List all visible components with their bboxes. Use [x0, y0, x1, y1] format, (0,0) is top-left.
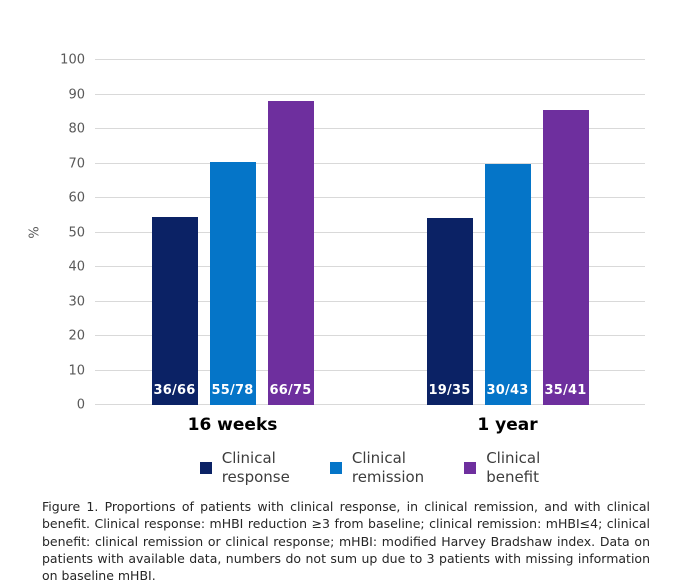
bar-clinical-response-16-weeks: 36/66 [151, 216, 198, 405]
bar-value-label: 55/78 [211, 383, 254, 398]
bar-clinical-benefit-1-year: 35/41 [542, 110, 589, 405]
legend-label-line: response [221, 467, 290, 486]
bar-value-label: 30/43 [486, 383, 529, 398]
x-category-label-1-year: 1 year [477, 415, 538, 435]
plot-area: 0 10 20 30 40 50 60 70 80 90 100 36/66 55/78 66/75 19/… [60, 54, 645, 412]
gridline [95, 162, 645, 164]
gridline [95, 128, 645, 129]
legend-label: Clinical remission [352, 449, 424, 487]
legend-item-clinical-remission: Clinical remission [329, 449, 424, 487]
gridline [95, 266, 645, 267]
bar-group-16-weeks: 36/66 55/78 66/75 [95, 60, 370, 405]
legend-label: Clinical response [222, 449, 290, 487]
legend-item-clinical-benefit: Clinical benefit [464, 449, 540, 487]
y-tick-label: 80 [68, 121, 85, 137]
legend-label: Clinical benefit [486, 449, 540, 487]
bar-value-label: 66/75 [269, 383, 312, 398]
legend-label-line: remission [351, 467, 425, 486]
gridline [95, 197, 645, 198]
bar-clinical-response-1-year: 19/35 [426, 217, 473, 405]
gridline [95, 369, 645, 371]
x-category-label-16-weeks: 16 weeks [187, 415, 278, 435]
legend-swatch-icon [199, 461, 212, 474]
legend-label-line: Clinical [221, 449, 276, 467]
bar-value-label: 36/66 [153, 383, 196, 398]
y-tick-label: 10 [68, 363, 85, 378]
y-tick-label: 50 [68, 225, 85, 240]
gridline [95, 93, 645, 95]
y-tick-label: 70 [68, 156, 85, 171]
gridline [95, 335, 645, 336]
y-tick-label: 30 [68, 294, 85, 309]
legend-label-line: Clinical [351, 449, 406, 467]
y-tick-label: 40 [68, 259, 85, 275]
y-tick-label: 90 [68, 87, 85, 102]
bar-clinical-remission-16-weeks: 55/78 [209, 161, 256, 405]
gridline [95, 300, 645, 302]
gridline [95, 59, 645, 60]
legend-swatch-icon [464, 461, 477, 474]
bar-value-label: 35/41 [544, 383, 587, 398]
y-tick-label: 60 [68, 190, 85, 206]
legend-label-line: benefit [486, 467, 540, 486]
bar-group-1-year: 19/35 30/43 35/41 [370, 60, 645, 405]
bar-clinical-benefit-16-weeks: 66/75 [267, 101, 314, 405]
legend-label-line: Clinical [486, 449, 541, 467]
figure-caption: Figure 1. Proportions of patients with c… [42, 499, 650, 583]
bar-clinical-remission-1-year: 30/43 [484, 164, 531, 405]
y-tick-label: 0 [76, 397, 85, 413]
bar-value-label: 19/35 [428, 383, 471, 398]
x-axis-labels: 16 weeks 1 year [95, 415, 645, 435]
legend: Clinical response Clinical remission Clinica… [95, 449, 645, 487]
legend-item-clinical-response: Clinical response [199, 449, 290, 487]
gridline [95, 231, 645, 233]
legend-swatch-icon [329, 461, 342, 474]
y-axis-title-text: % [27, 226, 43, 239]
y-axis-title: % [26, 60, 44, 405]
y-tick-label: 100 [60, 52, 85, 68]
y-tick-label: 20 [68, 328, 85, 344]
gridline [95, 404, 645, 405]
